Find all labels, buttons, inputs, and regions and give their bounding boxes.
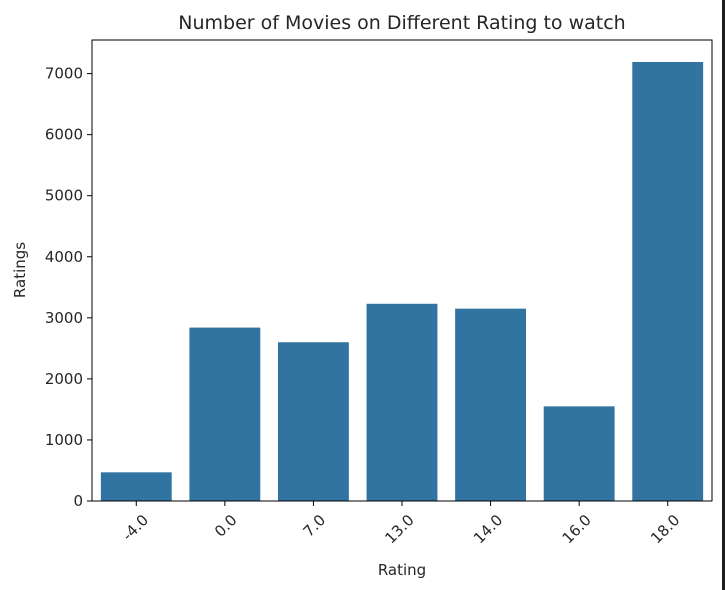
window-edge — [722, 0, 725, 590]
x-axis-label: Rating — [378, 561, 426, 579]
y-tick-label: 5000 — [45, 187, 83, 205]
bars-group — [100, 61, 704, 502]
y-tick-label: 4000 — [45, 248, 83, 266]
x-tick-label: 7.0 — [300, 511, 330, 541]
y-tick-label: 6000 — [45, 126, 83, 144]
x-tick-label: 13.0 — [381, 511, 417, 547]
y-axis-label: Ratings — [11, 242, 29, 298]
bar-13.0 — [366, 303, 438, 501]
bar-14.0 — [455, 308, 526, 501]
x-tick-label: 18.0 — [647, 511, 683, 547]
y-tick-label: 2000 — [45, 370, 83, 388]
x-tick-label: 0.0 — [211, 511, 241, 541]
y-tick-label: 3000 — [45, 309, 83, 327]
bar-16.0 — [543, 406, 615, 501]
x-axis-ticks: -4.0 0.0 7.0 13.0 14.0 16.0 18.0 — [119, 501, 683, 547]
y-tick-label: 0 — [73, 492, 83, 510]
y-tick-label: 7000 — [45, 65, 83, 83]
bar-0.0 — [189, 327, 261, 501]
x-tick-label: 14.0 — [470, 511, 506, 547]
x-tick-label: 16.0 — [559, 511, 595, 547]
bar-7.0 — [278, 342, 349, 501]
y-axis-ticks: 0 1000 2000 3000 4000 5000 6000 7000 — [45, 65, 92, 510]
bar--4.0 — [100, 472, 172, 501]
y-tick-label: 1000 — [45, 431, 83, 449]
plot-area-frame — [91, 39, 713, 502]
x-tick-label: -4.0 — [119, 511, 152, 544]
chart-title: Number of Movies on Different Rating to … — [178, 12, 625, 34]
bar-18.0 — [632, 61, 704, 502]
